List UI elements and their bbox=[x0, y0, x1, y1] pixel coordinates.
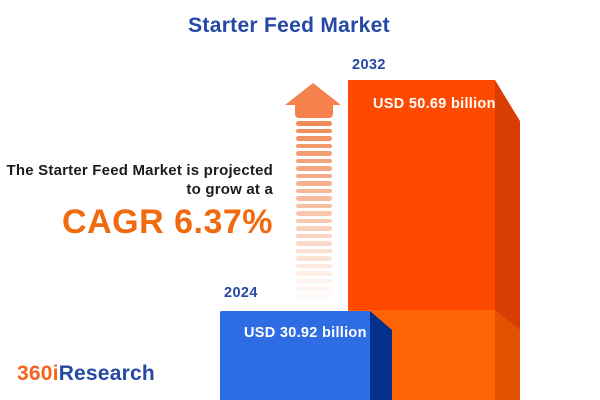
arrow-stripes bbox=[296, 121, 332, 301]
logo-prefix: 360i bbox=[17, 362, 59, 385]
year-label-2032: 2032 bbox=[352, 57, 386, 73]
arrow-stripe bbox=[296, 151, 332, 156]
bar-value-2024: USD 30.92 billion bbox=[244, 325, 367, 341]
arrow-stripe bbox=[296, 263, 332, 268]
bar-value-2032: USD 50.69 billion bbox=[373, 96, 496, 112]
arrow-stripe bbox=[296, 256, 332, 261]
description-line-2: to grow at a bbox=[186, 181, 273, 198]
arrow-stripe bbox=[296, 121, 332, 126]
description-line-1: The Starter Feed Market is projected bbox=[6, 162, 273, 179]
arrow-stripe bbox=[296, 143, 332, 148]
arrow-stripe bbox=[296, 173, 332, 178]
arrow-stripe bbox=[296, 158, 332, 163]
arrow-stripe bbox=[296, 181, 332, 186]
arrow-stripe bbox=[296, 248, 332, 253]
description-block: The Starter Feed Market is projected to … bbox=[0, 161, 273, 242]
arrow-stripe bbox=[296, 166, 332, 171]
page-title: Starter Feed Market bbox=[188, 14, 390, 37]
logo-suffix: Research bbox=[58, 362, 155, 385]
bar-2032-side-face bbox=[495, 80, 520, 400]
arrow-stripe bbox=[296, 286, 332, 291]
arrow-stripe bbox=[296, 128, 332, 133]
brand-logo: 360iResearch bbox=[17, 362, 155, 386]
bar-2024-front bbox=[220, 311, 370, 400]
arrow-stripe bbox=[296, 278, 332, 283]
arrow-stripe bbox=[296, 211, 332, 216]
cagr-value: CAGR 6.37% bbox=[62, 203, 273, 241]
arrow-stripe bbox=[296, 188, 332, 193]
bar-2032-side-face-lower bbox=[495, 310, 520, 400]
arrow-stripe bbox=[296, 196, 332, 201]
arrow-stripe bbox=[296, 218, 332, 223]
arrow-stripe bbox=[296, 241, 332, 246]
bar-2024-side-face bbox=[370, 311, 392, 400]
arrow-stripe bbox=[296, 203, 332, 208]
arrow-stripe bbox=[296, 226, 332, 231]
arrow-stripe bbox=[296, 293, 332, 298]
arrow-stripe bbox=[296, 233, 332, 238]
bar-2032-front-upper bbox=[348, 80, 495, 310]
arrow-neck bbox=[295, 99, 333, 118]
year-label-2024: 2024 bbox=[224, 285, 258, 301]
arrow-stripe bbox=[296, 271, 332, 276]
arrow-stripe bbox=[296, 136, 332, 141]
